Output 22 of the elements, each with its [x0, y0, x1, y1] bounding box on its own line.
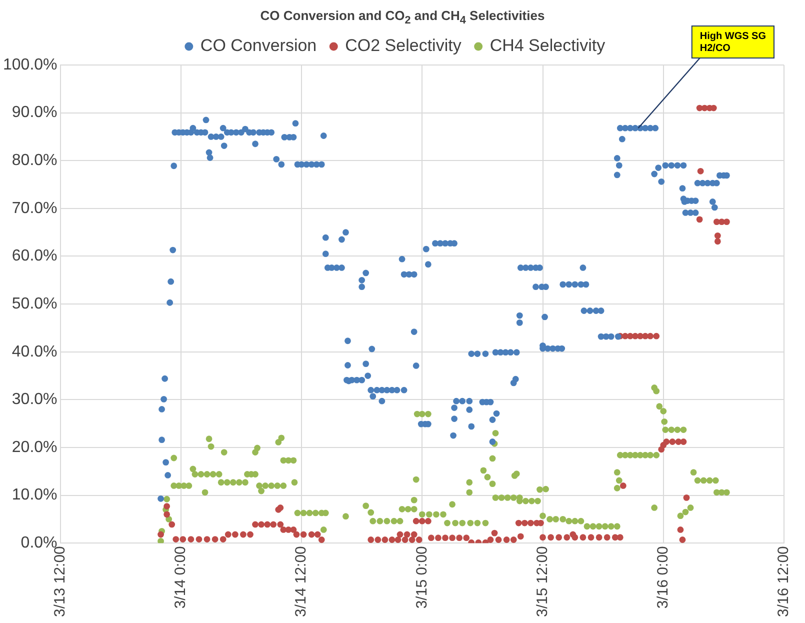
- y-tick-label: 40.0%: [12, 343, 58, 360]
- x-tick-label: 3/14 0:00: [172, 546, 190, 609]
- legend-label: CH4 Selectivity: [490, 36, 606, 56]
- legend-label: CO Conversion: [200, 36, 317, 56]
- x-tick-label: 3/15 12:00: [534, 546, 551, 618]
- y-tick-label: 90.0%: [12, 104, 58, 122]
- y-tick-label: 20.0%: [12, 438, 58, 456]
- x-tick-label: 3/16 0:00: [654, 546, 672, 609]
- y-tick-label: 50.0%: [12, 295, 58, 312]
- x-tick-label: 3/15 0:00: [413, 546, 430, 609]
- x-tick-label: 3/13 12:00: [51, 546, 68, 618]
- y-tick-label: 10.0%: [12, 486, 58, 504]
- x-tick-label: 3/14 12:00: [292, 546, 310, 618]
- chart-title: CO Conversion and CO$_{2}$ and CH$_{4}$ Selectivities: [259, 8, 546, 27]
- y-tick-label: 80.0%: [12, 152, 58, 170]
- y-tick-label: 60.0%: [12, 248, 58, 265]
- x-tick-label: 3/16 12:00: [775, 546, 792, 618]
- y-tick-label: 100.0%: [3, 56, 58, 74]
- annotation: High WGS SG H2/CO: [700, 30, 766, 54]
- legend-label: CO2 Selectivity: [345, 36, 462, 56]
- y-tick-label: 70.0%: [12, 200, 58, 217]
- y-tick-label: 30.0%: [12, 391, 58, 408]
